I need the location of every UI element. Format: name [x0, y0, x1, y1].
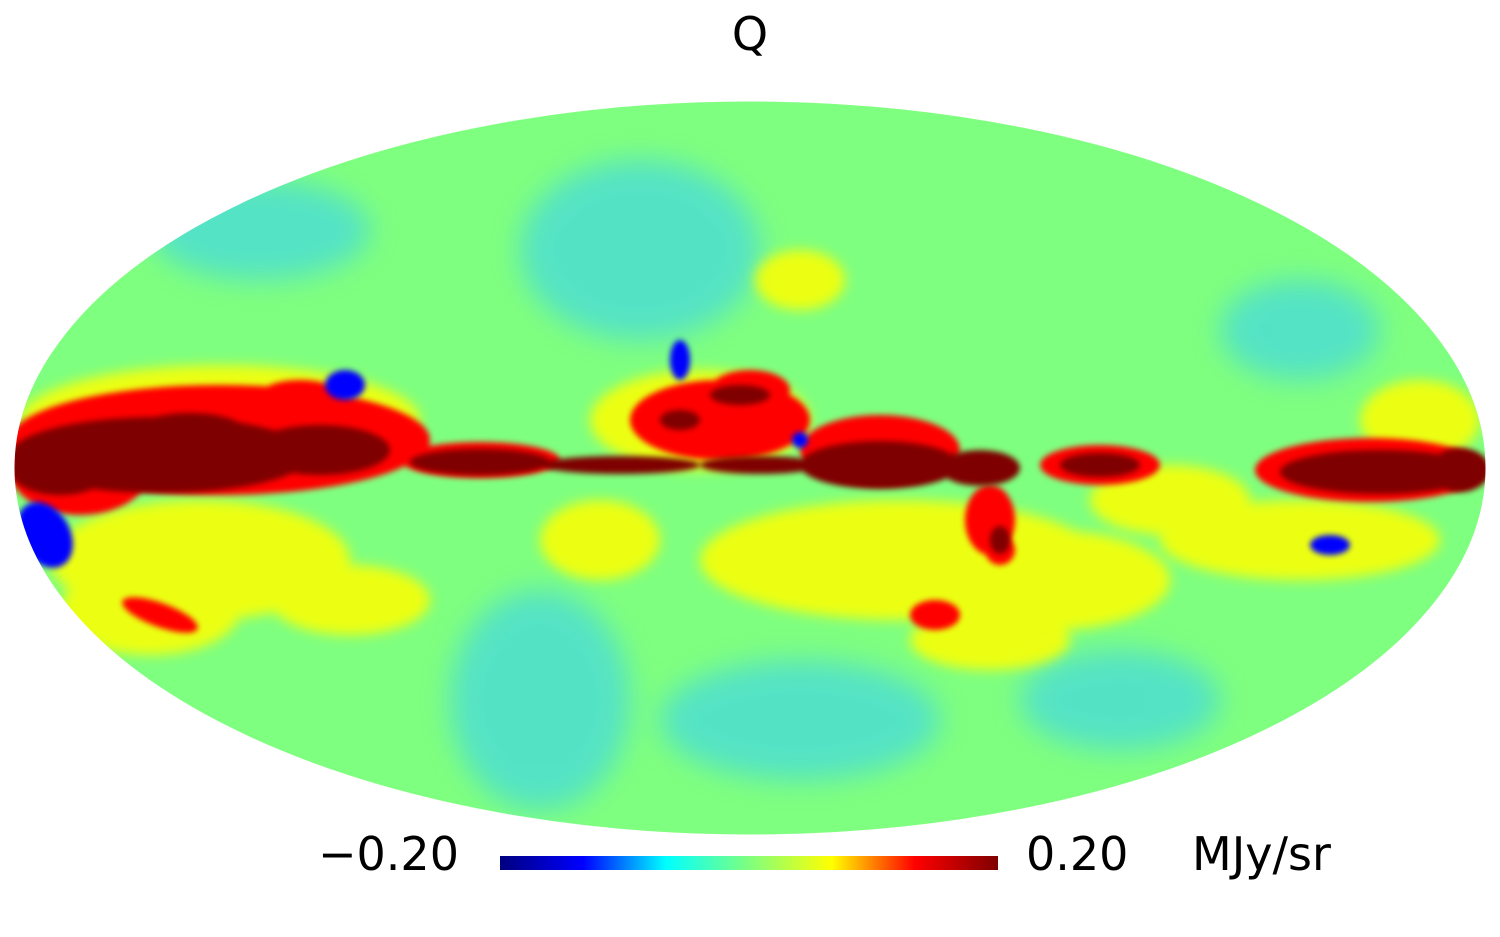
colorbar: [500, 856, 998, 870]
galactic-plane-core: [14, 385, 1486, 554]
colorbar-max-label: 0.20: [1026, 827, 1129, 881]
map-title: Q: [731, 7, 769, 61]
positive-halo-regions: [20, 250, 1480, 670]
colorbar-min-label: −0.20: [318, 827, 459, 881]
negative-diffuse-regions: [150, 160, 1380, 810]
colorbar-unit-label: MJy/sr: [1192, 827, 1331, 881]
map-outline: [13, 100, 1487, 836]
colorbar-gradient: [500, 856, 998, 870]
